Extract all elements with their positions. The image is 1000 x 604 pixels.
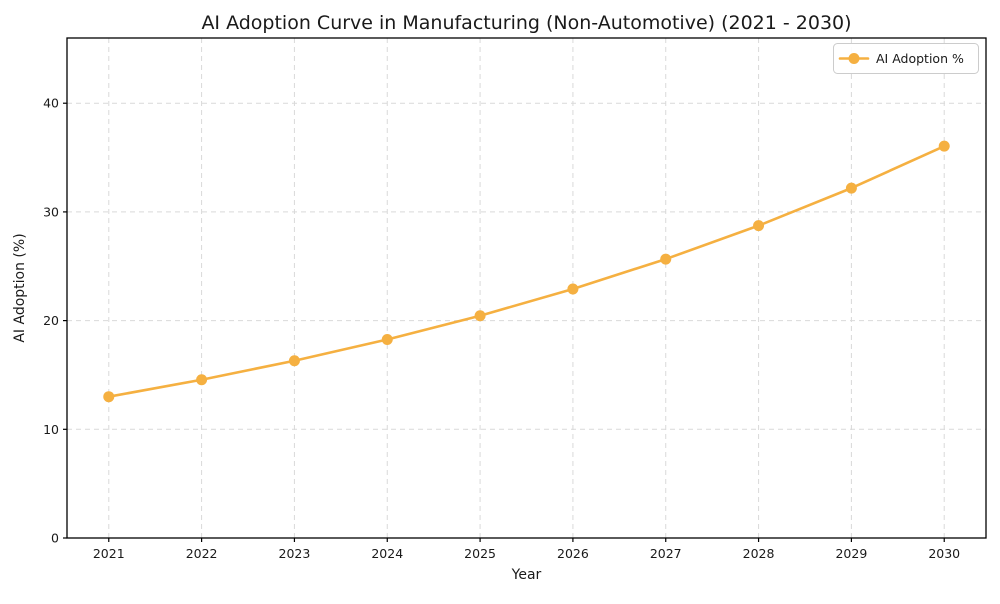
x-tick-label-2024: 2024 [371,546,403,561]
series-layer [103,140,950,403]
x-tick-label-2030: 2030 [928,546,960,561]
data-point-2023 [288,355,300,367]
data-point-2027 [660,253,672,265]
x-tick-label-2022: 2022 [186,546,218,561]
data-point-2028 [753,220,765,232]
series-line-ai-adoption- [107,144,946,398]
data-point-2026 [567,283,579,295]
y-axis-label: AI Adoption (%) [12,233,28,342]
data-point-2021 [103,391,115,403]
y-tick-label-0: 0 [51,531,59,546]
grid-layer [67,38,986,539]
x-tick-label-2028: 2028 [743,546,775,561]
y-tick-label-40: 40 [43,96,59,111]
x-tick-label-2021: 2021 [93,546,125,561]
legend: AI Adoption % [833,43,979,74]
data-point-2024 [381,334,393,346]
data-point-2029 [845,182,857,194]
x-tick-label-2023: 2023 [279,546,311,561]
data-point-2030 [938,140,950,152]
legend-label: AI Adoption % [876,51,964,66]
data-point-2022 [196,374,208,386]
y-tick-label-10: 10 [43,422,59,437]
plot-border [66,37,987,539]
axes-layer: 2021 2022 2023 2024 2025 2026 2027 2028 2029 2030… [43,37,987,561]
x-tick-label-2027: 2027 [650,546,682,561]
data-point-2025 [474,310,486,322]
x-tick-label-2029: 2029 [835,546,867,561]
legend-marker [848,53,860,64]
x-tick-label-2026: 2026 [557,546,589,561]
legend-box [833,43,979,74]
chart-title: AI Adoption Curve in Manufacturing (Non-… [201,12,851,34]
x-tick-label-2025: 2025 [464,546,496,561]
y-tick-label-30: 30 [43,204,59,219]
y-tick-label-20: 20 [43,313,59,328]
x-axis-label: Year [511,567,542,583]
